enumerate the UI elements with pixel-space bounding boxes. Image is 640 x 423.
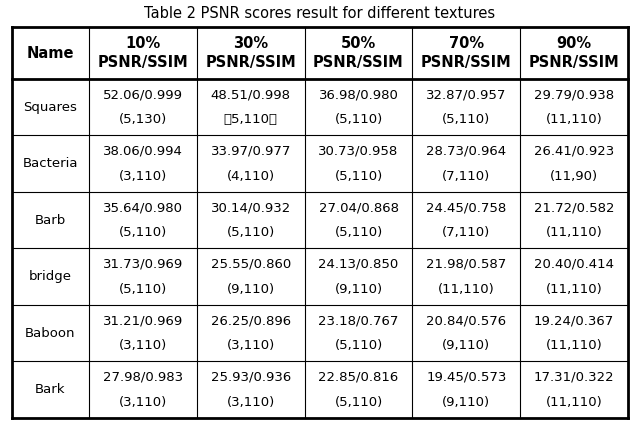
Text: 32.87/0.957: 32.87/0.957 (426, 88, 506, 102)
Text: 20.84/0.576: 20.84/0.576 (426, 314, 506, 327)
Text: 20.40/0.414: 20.40/0.414 (534, 258, 614, 271)
Text: Barb: Barb (35, 214, 66, 227)
Text: Squares: Squares (24, 101, 77, 114)
Text: 48.51/0.998: 48.51/0.998 (211, 88, 291, 102)
Text: 26.25/0.896: 26.25/0.896 (211, 314, 291, 327)
Text: (5,110): (5,110) (334, 339, 383, 352)
Text: 35.64/0.980: 35.64/0.980 (103, 201, 183, 214)
Text: 10%
PSNR/SSIM: 10% PSNR/SSIM (97, 36, 188, 70)
Text: (5,110): (5,110) (334, 113, 383, 126)
Text: 28.73/0.964: 28.73/0.964 (426, 145, 506, 158)
Text: 25.93/0.936: 25.93/0.936 (211, 371, 291, 384)
Text: (7,110): (7,110) (442, 226, 490, 239)
Text: 24.45/0.758: 24.45/0.758 (426, 201, 506, 214)
Text: 22.85/0.816: 22.85/0.816 (318, 371, 399, 384)
Text: 23.18/0.767: 23.18/0.767 (318, 314, 399, 327)
Text: (11,110): (11,110) (546, 283, 602, 296)
Text: （5,110）: （5,110） (224, 113, 278, 126)
Text: (11,90): (11,90) (550, 170, 598, 183)
Text: Table 2 PSNR scores result for different textures: Table 2 PSNR scores result for different… (145, 6, 495, 22)
Text: (9,110): (9,110) (227, 283, 275, 296)
Text: 30.73/0.958: 30.73/0.958 (318, 145, 399, 158)
Text: 30%
PSNR/SSIM: 30% PSNR/SSIM (205, 36, 296, 70)
Text: (3,110): (3,110) (227, 396, 275, 409)
Text: Name: Name (27, 46, 74, 60)
Text: (11,110): (11,110) (546, 339, 602, 352)
Text: (5,110): (5,110) (334, 170, 383, 183)
Text: bridge: bridge (29, 270, 72, 283)
Text: (11,110): (11,110) (546, 226, 602, 239)
Text: (11,110): (11,110) (546, 396, 602, 409)
Text: 31.73/0.969: 31.73/0.969 (103, 258, 183, 271)
Text: (9,110): (9,110) (442, 396, 490, 409)
Text: (5,110): (5,110) (119, 283, 167, 296)
Text: (5,110): (5,110) (334, 226, 383, 239)
Text: 36.98/0.980: 36.98/0.980 (319, 88, 399, 102)
Text: (3,110): (3,110) (227, 339, 275, 352)
Text: 90%
PSNR/SSIM: 90% PSNR/SSIM (529, 36, 620, 70)
Text: 29.79/0.938: 29.79/0.938 (534, 88, 614, 102)
Text: (11,110): (11,110) (438, 283, 495, 296)
Text: (3,110): (3,110) (119, 396, 167, 409)
Text: 21.98/0.587: 21.98/0.587 (426, 258, 506, 271)
Text: Bark: Bark (35, 383, 66, 396)
Text: (11,110): (11,110) (546, 113, 602, 126)
Text: (3,110): (3,110) (119, 339, 167, 352)
Text: 38.06/0.994: 38.06/0.994 (103, 145, 183, 158)
Text: 50%
PSNR/SSIM: 50% PSNR/SSIM (313, 36, 404, 70)
Text: Bacteria: Bacteria (23, 157, 78, 170)
Text: 70%
PSNR/SSIM: 70% PSNR/SSIM (421, 36, 511, 70)
Text: (5,110): (5,110) (442, 113, 490, 126)
Text: (5,110): (5,110) (119, 226, 167, 239)
Text: 24.13/0.850: 24.13/0.850 (318, 258, 399, 271)
Text: (9,110): (9,110) (335, 283, 383, 296)
Text: 30.14/0.932: 30.14/0.932 (211, 201, 291, 214)
Text: 33.97/0.977: 33.97/0.977 (211, 145, 291, 158)
Text: 27.04/0.868: 27.04/0.868 (319, 201, 399, 214)
Text: Baboon: Baboon (25, 327, 76, 340)
Text: (9,110): (9,110) (442, 339, 490, 352)
Text: (5,110): (5,110) (334, 396, 383, 409)
Text: 27.98/0.983: 27.98/0.983 (103, 371, 183, 384)
Text: 52.06/0.999: 52.06/0.999 (103, 88, 183, 102)
Text: 19.24/0.367: 19.24/0.367 (534, 314, 614, 327)
Text: (3,110): (3,110) (119, 170, 167, 183)
Text: 26.41/0.923: 26.41/0.923 (534, 145, 614, 158)
Text: 31.21/0.969: 31.21/0.969 (103, 314, 183, 327)
Text: (7,110): (7,110) (442, 170, 490, 183)
Text: (4,110): (4,110) (227, 170, 275, 183)
Text: 19.45/0.573: 19.45/0.573 (426, 371, 506, 384)
Text: (5,110): (5,110) (227, 226, 275, 239)
Text: 21.72/0.582: 21.72/0.582 (534, 201, 614, 214)
Text: (5,130): (5,130) (119, 113, 167, 126)
Text: 17.31/0.322: 17.31/0.322 (534, 371, 614, 384)
Text: 25.55/0.860: 25.55/0.860 (211, 258, 291, 271)
